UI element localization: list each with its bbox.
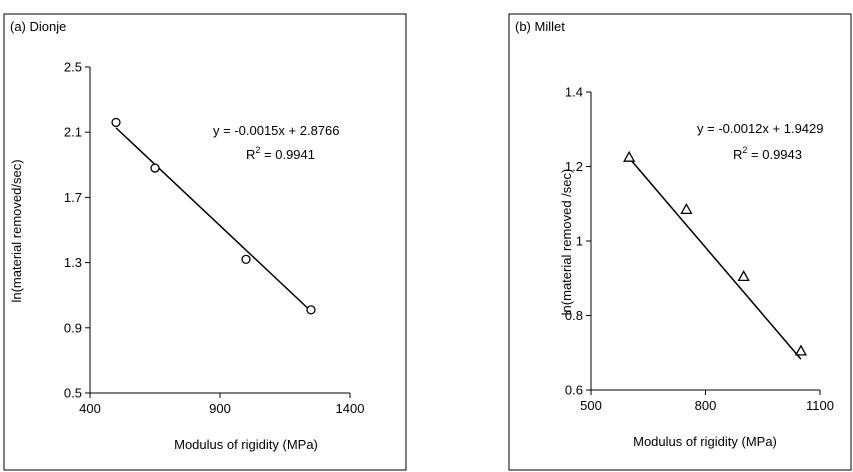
data-point — [680, 202, 693, 214]
panel-frame — [3, 13, 407, 471]
data-points — [111, 117, 316, 315]
data-points — [623, 150, 808, 356]
trendline — [115, 127, 312, 312]
y-tick-label: 1.4 — [565, 85, 583, 100]
trendline — [628, 157, 802, 360]
r-squared-superscript: 2 — [255, 145, 260, 155]
x-tick-label: 400 — [79, 401, 101, 416]
x-tick-label: 1400 — [336, 401, 365, 416]
data-point — [306, 305, 316, 315]
x-tick-labels: 500 800 1100 — [580, 398, 834, 413]
regression-equation: y = -0.0015x + 2.8766 — [213, 123, 339, 138]
data-point — [794, 344, 808, 356]
r-squared-value: = 0.9941 — [260, 147, 315, 162]
plot-area — [586, 91, 821, 395]
r-squared-superscript: 2 — [742, 145, 747, 155]
y-tick-label: 1 — [576, 234, 583, 249]
y-axis-label: ln(material removed/sec) — [9, 159, 24, 302]
y-tick-labels: 0.5 0.9 1.3 1.7 2.1 2.5 — [64, 60, 82, 401]
y-tick-label: 0.5 — [64, 386, 82, 401]
x-tick-label: 800 — [695, 398, 717, 413]
y-tick-label: 2.1 — [64, 125, 82, 140]
panel-title: (a) Dionje — [10, 19, 66, 34]
y-tick-label: 1.2 — [565, 159, 583, 174]
regression-equation: y = -0.0012x + 1.9429 — [697, 121, 823, 136]
x-tick-label: 1100 — [806, 398, 834, 413]
r-squared-symbol: R — [733, 147, 742, 162]
x-tick-label: 500 — [580, 398, 602, 413]
x-tick-label: 900 — [209, 401, 231, 416]
r-squared-symbol: R — [246, 147, 255, 162]
y-tick-label: 0.8 — [565, 308, 583, 323]
r-squared: R2 = 0.9943 — [733, 145, 802, 162]
data-point — [150, 163, 160, 173]
panel-frame — [508, 13, 852, 471]
y-tick-label: 1.7 — [64, 190, 82, 205]
x-axis-label: Modulus of rigidity (MPa) — [633, 434, 777, 449]
y-axis-label: ln(material removed /sec) — [559, 169, 574, 316]
x-tick-labels: 400 900 1400 — [79, 401, 364, 416]
y-tick-label: 2.5 — [64, 60, 82, 75]
y-tick-label: 0.6 — [565, 383, 583, 398]
plot-area — [85, 66, 351, 398]
panel-millet: (b) Millet 500 800 1100 0.6 0.8 1 1.2 1.4 y = … — [508, 13, 852, 471]
data-point — [737, 270, 750, 282]
y-tick-label: 1.3 — [64, 255, 82, 270]
r-squared: R2 = 0.9941 — [246, 145, 315, 162]
panel-dionje: (a) Dionje 400 900 1400 0.5 0.9 1.3 1.7 2.1 2.5… — [3, 13, 407, 471]
x-axis-label: Modulus of rigidity (MPa) — [174, 437, 318, 452]
data-point — [623, 150, 636, 162]
r-squared-value: = 0.9943 — [747, 147, 802, 162]
data-point — [111, 117, 121, 128]
panel-title: (b) Millet — [515, 19, 565, 34]
y-tick-label: 0.9 — [64, 320, 82, 335]
y-tick-labels: 0.6 0.8 1 1.2 1.4 — [565, 85, 583, 398]
data-point — [241, 254, 251, 264]
